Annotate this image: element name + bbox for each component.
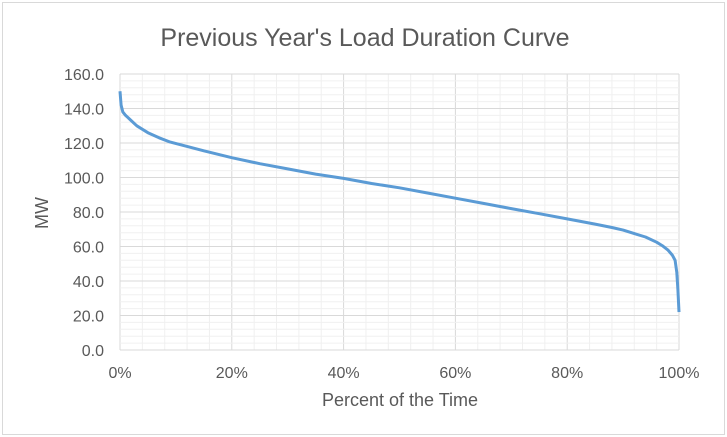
y-tick-label: 120.0 — [64, 136, 104, 153]
y-tick-label: 80.0 — [73, 205, 104, 222]
x-tick-label: 60% — [439, 365, 471, 382]
y-tick-label: 20.0 — [73, 309, 104, 326]
x-tick-label: 20% — [216, 365, 248, 382]
series-line-load — [118, 91, 681, 313]
x-axis-label: Percent of the Time — [322, 390, 478, 410]
y-tick-label: 60.0 — [73, 240, 104, 257]
y-tick-label: 160.0 — [64, 67, 104, 84]
y-axis-label: MW — [32, 197, 52, 229]
x-tick-label: 0% — [108, 365, 131, 382]
y-tick-label: 0.0 — [82, 343, 104, 360]
y-tick-label: 100.0 — [64, 171, 104, 188]
y-tick-label: 40.0 — [73, 274, 104, 291]
x-tick-label: 80% — [551, 365, 583, 382]
x-tick-label: 100% — [659, 365, 700, 382]
x-tick-label: 40% — [328, 365, 360, 382]
y-tick-label: 140.0 — [64, 102, 104, 119]
chart-title: Previous Year's Load Duration Curve — [160, 24, 569, 52]
